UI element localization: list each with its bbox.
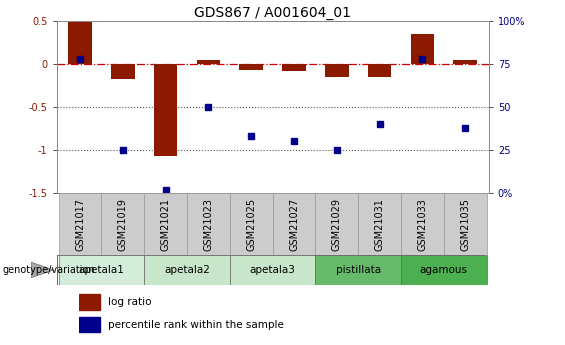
Bar xyxy=(368,64,392,77)
Bar xyxy=(187,193,230,255)
Text: GSM21029: GSM21029 xyxy=(332,198,342,251)
Bar xyxy=(144,255,230,285)
Bar xyxy=(315,193,358,255)
Bar xyxy=(59,193,102,255)
Text: apetala3: apetala3 xyxy=(250,265,295,275)
Bar xyxy=(282,64,306,71)
Bar xyxy=(230,255,315,285)
Polygon shape xyxy=(31,262,54,278)
Bar xyxy=(102,193,144,255)
Bar xyxy=(79,294,99,310)
Bar xyxy=(401,255,486,285)
Text: GSM21021: GSM21021 xyxy=(160,198,171,251)
Text: agamous: agamous xyxy=(420,265,468,275)
Text: GSM21017: GSM21017 xyxy=(75,198,85,251)
Bar xyxy=(144,193,187,255)
Title: GDS867 / A001604_01: GDS867 / A001604_01 xyxy=(194,6,351,20)
Bar xyxy=(454,60,477,64)
Text: GSM21027: GSM21027 xyxy=(289,198,299,251)
Bar xyxy=(68,22,92,64)
Text: percentile rank within the sample: percentile rank within the sample xyxy=(108,320,284,330)
Bar xyxy=(79,317,99,333)
Bar xyxy=(273,193,315,255)
Bar xyxy=(315,255,401,285)
Text: GSM21031: GSM21031 xyxy=(375,198,385,251)
Bar xyxy=(401,193,444,255)
Text: apetala2: apetala2 xyxy=(164,265,210,275)
Text: log ratio: log ratio xyxy=(108,297,151,307)
Bar xyxy=(154,64,177,156)
Bar xyxy=(411,34,434,64)
Text: GSM21035: GSM21035 xyxy=(460,198,470,251)
Bar xyxy=(59,255,144,285)
Text: GSM21025: GSM21025 xyxy=(246,198,256,251)
Bar xyxy=(325,64,349,77)
Bar xyxy=(197,60,220,64)
Bar xyxy=(230,193,273,255)
Text: GSM21033: GSM21033 xyxy=(418,198,427,251)
Text: GSM21019: GSM21019 xyxy=(118,198,128,251)
Text: GSM21023: GSM21023 xyxy=(203,198,214,251)
Text: genotype/variation: genotype/variation xyxy=(3,265,95,275)
Text: pistillata: pistillata xyxy=(336,265,381,275)
Bar xyxy=(240,64,263,70)
Bar xyxy=(358,193,401,255)
Bar xyxy=(111,64,134,79)
Bar xyxy=(444,193,486,255)
Text: apetala1: apetala1 xyxy=(79,265,124,275)
